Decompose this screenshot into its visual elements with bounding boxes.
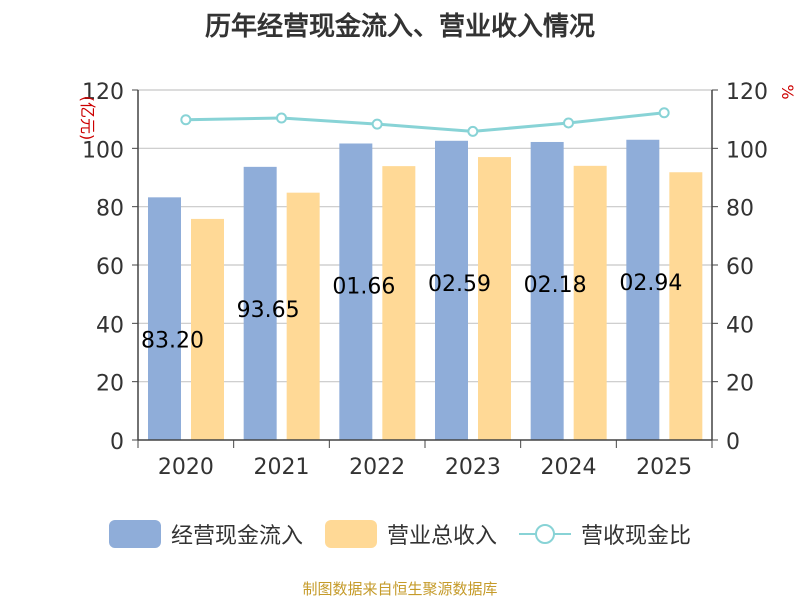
legend-label-cash-inflow: 经营现金流入 <box>170 524 303 549</box>
legend-item-ratio[interactable]: 营收现金比 <box>519 518 691 550</box>
left-tick-label: 0 <box>110 430 124 455</box>
legend-swatch-revenue <box>324 520 377 548</box>
data-label-cash-inflow: 02.59 <box>428 272 491 297</box>
chart-title: 历年经营现金流入、营业收入情况 <box>204 12 595 42</box>
legend-line-icon <box>519 524 571 544</box>
left-tick-label: 40 <box>96 313 124 338</box>
legend-label-ratio: 营收现金比 <box>581 524 692 549</box>
bars <box>148 139 703 441</box>
bar-revenue[interactable] <box>478 157 511 441</box>
gridlines <box>138 89 712 383</box>
x-tick-label: 2023 <box>445 455 501 480</box>
right-tick-label: 60 <box>726 255 754 280</box>
left-axis-unit: (亿元) <box>78 96 97 141</box>
data-labels: 83.20 93.65 01.66 02.59 02.18 02.94 <box>141 271 682 354</box>
data-label-cash-inflow: 01.66 <box>332 274 395 299</box>
bar-cash-inflow[interactable] <box>148 197 181 440</box>
right-tick-label: 40 <box>726 313 754 338</box>
bar-cash-inflow[interactable] <box>339 143 373 440</box>
legend: 经营现金流入 营业总收入 营收现金比 <box>0 516 800 552</box>
legend-swatch-cash-inflow <box>108 520 161 548</box>
x-tick-label: 2025 <box>636 455 692 480</box>
x-tick-label: 2024 <box>541 455 597 480</box>
bar-revenue[interactable] <box>286 192 320 440</box>
right-tick-label: 100 <box>726 138 768 163</box>
left-tick-label: 80 <box>96 197 124 222</box>
left-tick-label: 60 <box>96 255 124 280</box>
bar-cash-inflow[interactable] <box>626 139 660 440</box>
ratio-point[interactable] <box>180 114 192 126</box>
data-label-cash-inflow: 93.65 <box>237 298 300 323</box>
bar-cash-inflow[interactable] <box>243 166 277 440</box>
left-tick-label: 20 <box>96 372 124 397</box>
legend-item-cash-inflow[interactable]: 经营现金流入 <box>108 518 303 550</box>
right-tick-label: 120 <box>726 80 768 105</box>
x-tick-label: 2022 <box>349 455 405 480</box>
right-tick-label: 80 <box>726 197 754 222</box>
left-tick-label: 120 <box>82 80 124 105</box>
ratio-point[interactable] <box>658 107 670 119</box>
ratio-point[interactable] <box>276 112 287 124</box>
bar-cash-inflow[interactable] <box>435 140 468 440</box>
source-note: 制图数据来自恒生聚源数据库 <box>302 580 498 598</box>
bar-cash-inflow[interactable] <box>530 141 564 440</box>
ratio-polyline <box>185 111 665 133</box>
bar-revenue[interactable] <box>382 166 416 440</box>
ratio-point[interactable] <box>563 117 574 129</box>
right-tick-label: 0 <box>726 430 740 455</box>
legend-label-revenue: 营业总收入 <box>386 524 497 549</box>
bar-revenue[interactable] <box>573 165 607 441</box>
right-tick-label: 20 <box>726 372 754 397</box>
ratio-point[interactable] <box>467 125 479 137</box>
x-tick-label: 2021 <box>254 455 310 480</box>
legend-item-revenue[interactable]: 营业总收入 <box>324 518 497 550</box>
bar-revenue[interactable] <box>191 218 224 440</box>
right-axis-unit: % <box>778 84 797 99</box>
ratio-line <box>180 107 670 137</box>
left-tick-label: 100 <box>82 138 124 163</box>
ratio-point[interactable] <box>371 118 383 130</box>
bar-revenue[interactable] <box>669 172 703 440</box>
x-tick-label: 2020 <box>158 455 214 480</box>
data-label-cash-inflow: 02.18 <box>524 273 587 298</box>
data-label-cash-inflow: 02.94 <box>619 271 682 296</box>
data-label-cash-inflow: 83.20 <box>141 328 204 353</box>
